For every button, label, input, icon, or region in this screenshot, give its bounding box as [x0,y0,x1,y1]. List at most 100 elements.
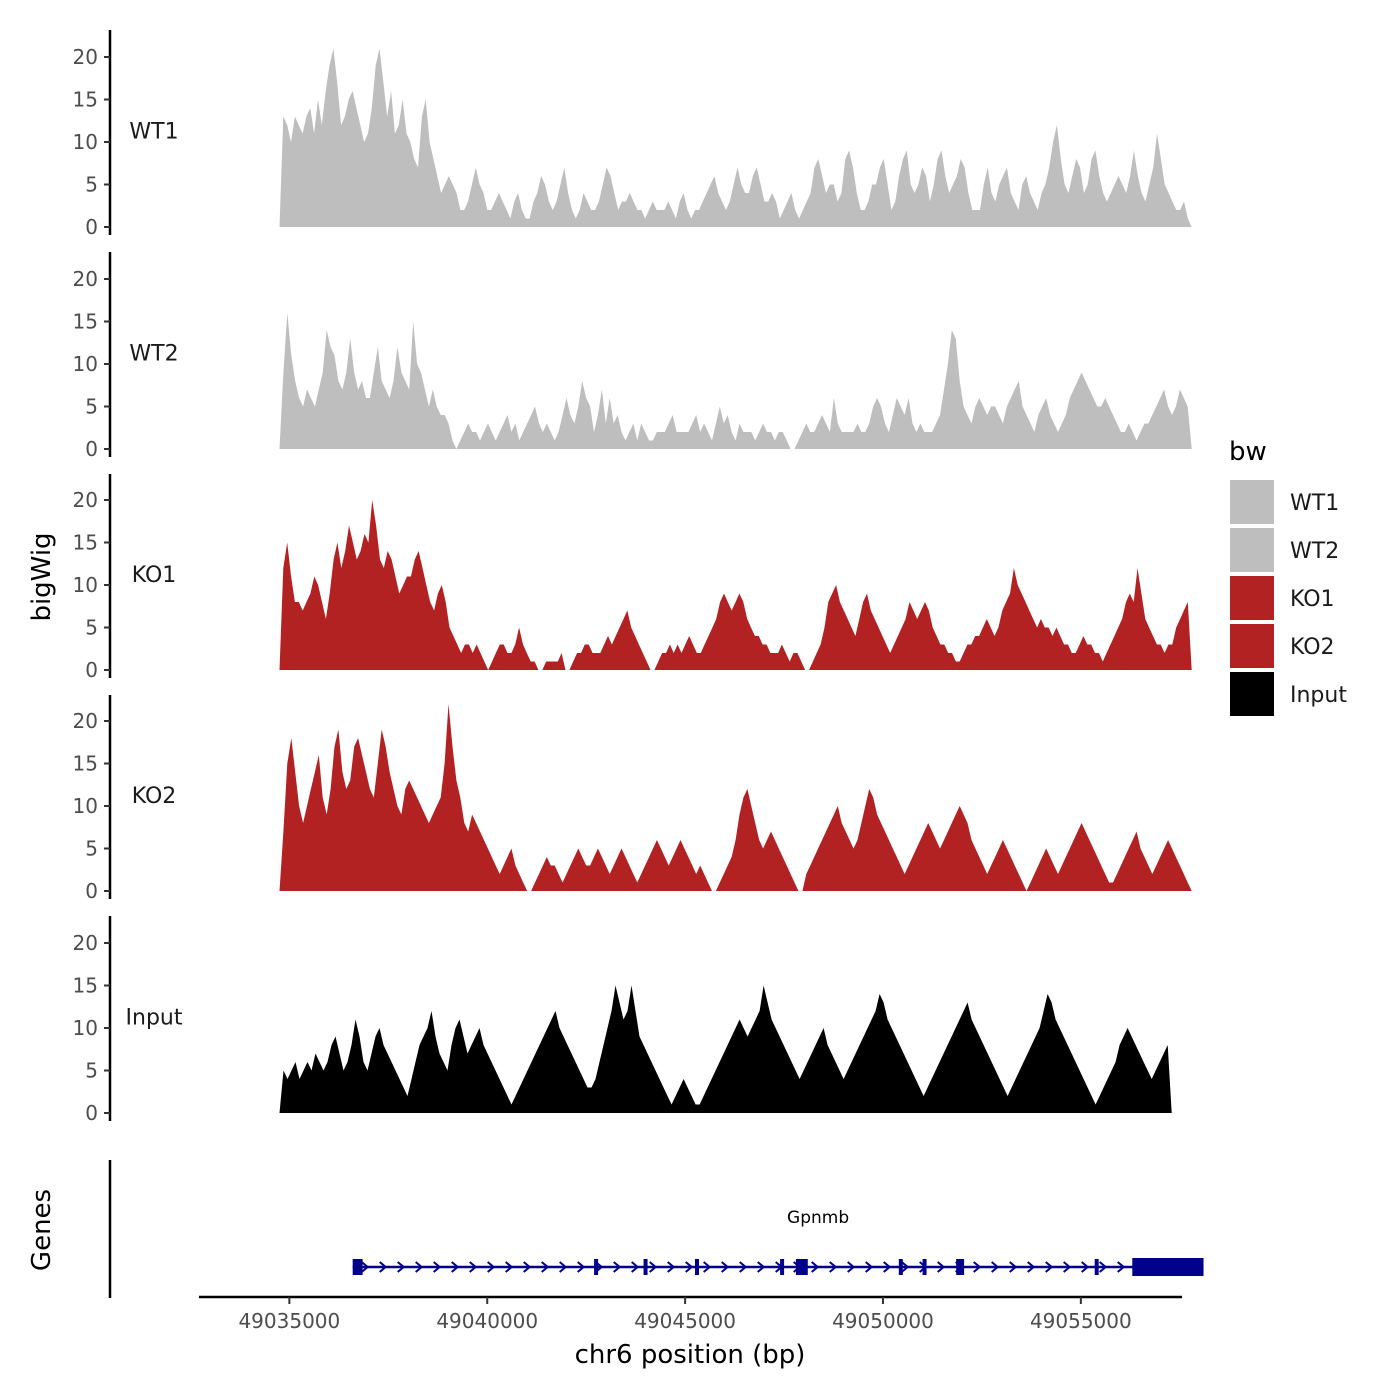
strand-arrow [991,1261,1000,1273]
x-tick-label: 49055000 [1030,1309,1132,1333]
y-tick-label: 20 [73,709,98,733]
strand-arrow [1063,1261,1072,1273]
legend-item-ko2: KO2 [1230,624,1335,668]
legend-item-wt2: WT2 [1230,528,1339,572]
y-tick-label: 5 [85,1059,98,1083]
strand-arrow [667,1261,676,1273]
strand-arrow [811,1261,820,1273]
track-label: KO2 [132,784,177,809]
y-tick-label: 0 [85,437,98,461]
legend-swatch [1230,672,1274,716]
legend-item-wt1: WT1 [1230,480,1339,524]
strand-arrow [541,1261,550,1273]
exon [956,1259,965,1275]
exon [643,1259,648,1275]
y-tick-label: 20 [73,45,98,69]
legend: bw WT1 WT2 KO1 KO2 Input [1229,437,1347,716]
x-tick-label: 49050000 [832,1309,934,1333]
strand-arrow [397,1261,406,1273]
strand-arrow [901,1261,910,1273]
y-tick-label: 10 [73,130,98,154]
series-area-wt1 [279,48,1192,227]
legend-swatch [1230,480,1274,524]
exon [795,1259,808,1275]
exon [1132,1258,1204,1276]
legend-label: WT2 [1290,539,1339,564]
strand-arrow [559,1261,568,1273]
exon [352,1259,363,1275]
strand-arrow [487,1261,496,1273]
strand-arrow [613,1261,622,1273]
series-area-ko2 [279,704,1192,891]
y-tick-label: 15 [73,974,98,998]
y-axis-label: bigWig [27,532,57,621]
strand-arrow [1027,1261,1036,1273]
y-tick-label: 10 [73,352,98,376]
strand-arrow [1099,1261,1108,1273]
strand-arrow [469,1261,478,1273]
strand-arrow [379,1261,388,1273]
strand-arrow [523,1261,532,1273]
legend-swatch [1230,624,1274,668]
y-tick-label: 5 [85,837,98,861]
exon [1094,1259,1099,1275]
genes-panel: Gpnmb [108,1160,1204,1298]
y-tick-label: 15 [73,88,98,112]
x-axis-label: chr6 position (bp) [575,1340,806,1370]
series-area-input [279,985,1192,1113]
strand-arrow [865,1261,874,1273]
strand-arrow [1117,1261,1126,1273]
legend-label: WT1 [1290,491,1339,516]
legend-label: Input [1290,683,1347,708]
y-tick-label: 0 [85,879,98,903]
y-tick-label: 5 [85,616,98,640]
strand-arrow [1045,1261,1054,1273]
y-tick-label: 0 [85,215,98,239]
strand-arrow [415,1261,424,1273]
y-tick-label: 20 [73,931,98,955]
y-tick-label: 15 [73,752,98,776]
exon [898,1259,903,1275]
y-tick-label: 20 [73,267,98,291]
strand-arrow [937,1261,946,1273]
track-panel-wt2: 0 5 10 15 20 WT2 [73,252,1192,461]
y-tick-label: 10 [73,794,98,818]
strand-arrow [685,1261,694,1273]
track-panels: 0 5 10 15 20 WT1 0 5 10 15 20 WT2 0 5 10 15 20 KO1 0 5 10 15 2… [73,30,1192,1125]
exon [594,1259,599,1275]
track-panel-ko2: 0 5 10 15 20 KO2 [73,695,1192,903]
legend-title: bw [1229,437,1267,467]
legend-item-ko1: KO1 [1230,576,1335,620]
series-area-wt2 [279,313,1192,449]
y-tick-label: 15 [73,310,98,334]
strand-arrow [451,1261,460,1273]
strand-arrow [721,1261,730,1273]
strand-arrow [577,1261,586,1273]
legend-swatch [1230,528,1274,572]
track-label: WT2 [129,341,178,366]
y-tick-label: 20 [73,488,98,512]
strand-arrow [649,1261,658,1273]
strand-arrow [739,1261,748,1273]
strand-arrow [631,1261,640,1273]
y-tick-label: 0 [85,658,98,682]
strand-arrow [505,1261,514,1273]
y-tick-label: 5 [85,395,98,419]
x-tick-label: 49040000 [436,1309,538,1333]
strand-arrow [1009,1261,1018,1273]
gene-gpnmb: Gpnmb [352,1208,1204,1276]
track-panel-ko1: 0 5 10 15 20 KO1 [73,474,1192,682]
x-tick-label: 49045000 [634,1309,736,1333]
legend-label: KO1 [1290,587,1335,612]
genes-axis-label: Genes [27,1189,57,1271]
exon [695,1259,699,1275]
y-tick-label: 10 [73,1016,98,1040]
strand-arrow [433,1261,442,1273]
y-tick-label: 0 [85,1101,98,1125]
strand-arrow [1081,1261,1090,1273]
strand-arrow [703,1261,712,1273]
strand-arrow [361,1261,370,1273]
legend-item-input: Input [1230,672,1347,716]
track-panel-input: 0 5 10 15 20 Input [73,916,1192,1125]
